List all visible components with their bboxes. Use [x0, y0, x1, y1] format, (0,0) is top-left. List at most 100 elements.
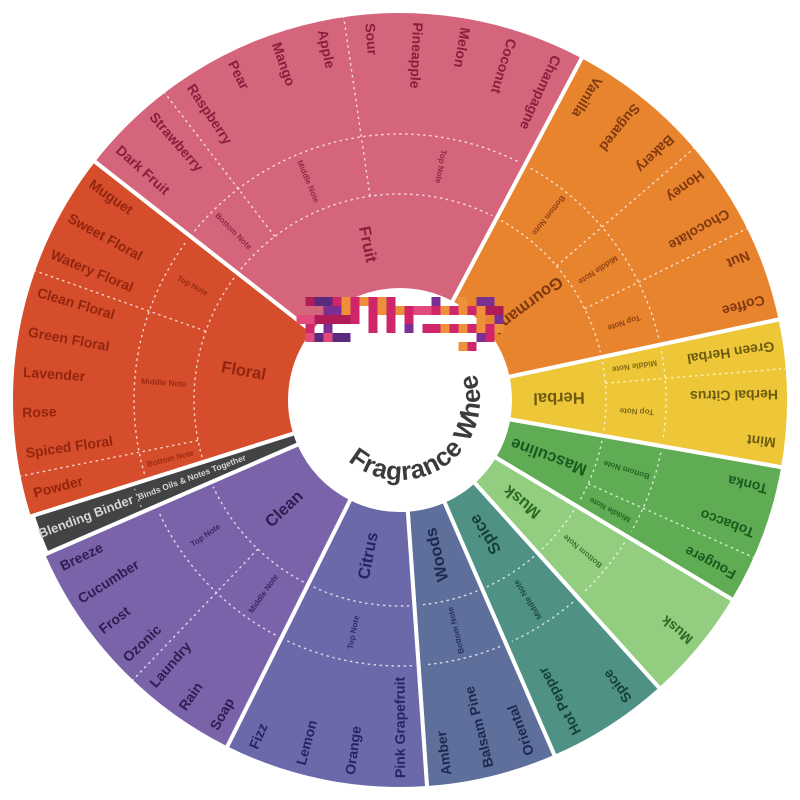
mosaic-pixel — [404, 315, 414, 324]
section-divider-dashed — [605, 367, 786, 384]
mosaic-pixel — [386, 315, 396, 324]
ring-divider-dashed — [212, 486, 304, 583]
mosaic-pixel — [323, 315, 333, 324]
label-lavender: Lavender — [22, 364, 86, 384]
section-divider-dashed — [34, 270, 207, 332]
mosaic-pixel — [386, 324, 396, 333]
mosaic-pixel — [431, 324, 441, 333]
mosaic-pixel — [332, 315, 342, 324]
mosaic-pixel — [413, 306, 423, 315]
ring-divider-dashed — [582, 542, 626, 594]
label-herbal-citrus: Herbal Citrus — [690, 387, 778, 405]
mosaic-pixel — [458, 324, 468, 333]
ring-divider-dashed — [500, 219, 602, 353]
mosaic-pixel — [476, 297, 486, 306]
mosaic-pixel — [305, 333, 315, 342]
mosaic-pixel — [341, 306, 351, 315]
mosaic-pixel — [323, 306, 333, 315]
label-amber: Amber — [433, 730, 455, 777]
mosaic-pixel — [323, 333, 333, 342]
binder-divider-dashed — [133, 488, 142, 508]
mosaic-pixel — [368, 297, 378, 306]
center-circle — [290, 290, 510, 510]
mosaic-pixel — [476, 333, 486, 342]
mosaic-pixel — [485, 324, 495, 333]
section-divider-dashed — [164, 92, 276, 237]
label-pink-grapefruit: Pink Grapefruit — [392, 677, 408, 779]
mosaic-pixel — [485, 333, 495, 342]
section-divider-dashed — [132, 548, 259, 681]
mosaic-pixel — [323, 297, 333, 306]
mosaic-pixel — [431, 306, 441, 315]
section-divider-dashed — [343, 17, 371, 197]
section-divider-dashed — [20, 439, 199, 477]
mosaic-pixel — [341, 333, 351, 342]
mosaic-pixel — [476, 324, 486, 333]
ring-divider-dashed — [541, 510, 575, 551]
mosaic-pixel — [350, 306, 360, 315]
ring-divider-dashed — [193, 133, 520, 232]
label-rose: Rose — [22, 403, 57, 420]
mosaic-pixel — [368, 324, 378, 333]
mosaic-pixel — [476, 306, 486, 315]
mosaic-pixel — [377, 306, 387, 315]
mosaic-pixel — [467, 306, 477, 315]
label-melon: Melon — [451, 26, 474, 69]
mosaic-pixel — [332, 306, 342, 315]
mosaic-pixel — [314, 333, 324, 342]
ring-divider-dashed — [419, 590, 478, 606]
label-mint: Mint — [746, 432, 777, 451]
mosaic-pixel — [440, 306, 450, 315]
mosaic-pixel — [458, 297, 468, 306]
label-orange: Orange — [342, 725, 364, 776]
mosaic-pixel — [404, 324, 414, 333]
mosaic-pixel — [305, 297, 315, 306]
mosaic-pixel — [386, 306, 396, 315]
ring-divider-dashed — [511, 601, 574, 642]
mosaic-pixel — [449, 306, 459, 315]
ring-divider-dashed — [578, 440, 603, 503]
mosaic-pixel — [485, 306, 495, 315]
mosaic-pixel — [386, 297, 396, 306]
mosaic-pixel — [494, 315, 504, 324]
mosaic-pixel — [440, 324, 450, 333]
mosaic-pixel — [395, 306, 405, 315]
mosaic-pixel — [296, 315, 306, 324]
mosaic-pixel — [305, 315, 315, 324]
mosaic-pixel — [377, 297, 387, 306]
mosaic-pixel — [341, 315, 351, 324]
mosaic-pixel — [350, 315, 360, 324]
ring-divider-dashed — [630, 452, 662, 532]
mosaic-pixel — [458, 306, 468, 315]
mosaic-pixel — [467, 324, 477, 333]
ring-divider-dashed — [660, 350, 667, 440]
category-label-herbal: Herbal — [533, 388, 585, 407]
mosaic-pixel — [314, 315, 324, 324]
mosaic-pixel — [305, 324, 315, 333]
mosaic-pixel — [332, 297, 342, 306]
ring-divider-dashed — [486, 555, 535, 588]
ring-divider-dashed — [286, 640, 413, 667]
note-label-herbal-top-note: Top Note — [619, 406, 654, 417]
ring-divider-dashed — [240, 193, 493, 270]
mosaic-pixel — [476, 315, 486, 324]
mosaic-pixel — [314, 297, 324, 306]
mosaic-pixel — [431, 297, 441, 306]
segment-wedge-floral — [9, 157, 317, 520]
label-sour: Sour — [362, 23, 381, 57]
ring-divider-dashed — [312, 585, 410, 607]
mosaic-pixel — [359, 297, 369, 306]
mosaic-pixel — [422, 306, 432, 315]
mosaic-pixel — [341, 297, 351, 306]
mosaic-pixel — [494, 306, 504, 315]
section-divider-dashed — [587, 483, 754, 559]
